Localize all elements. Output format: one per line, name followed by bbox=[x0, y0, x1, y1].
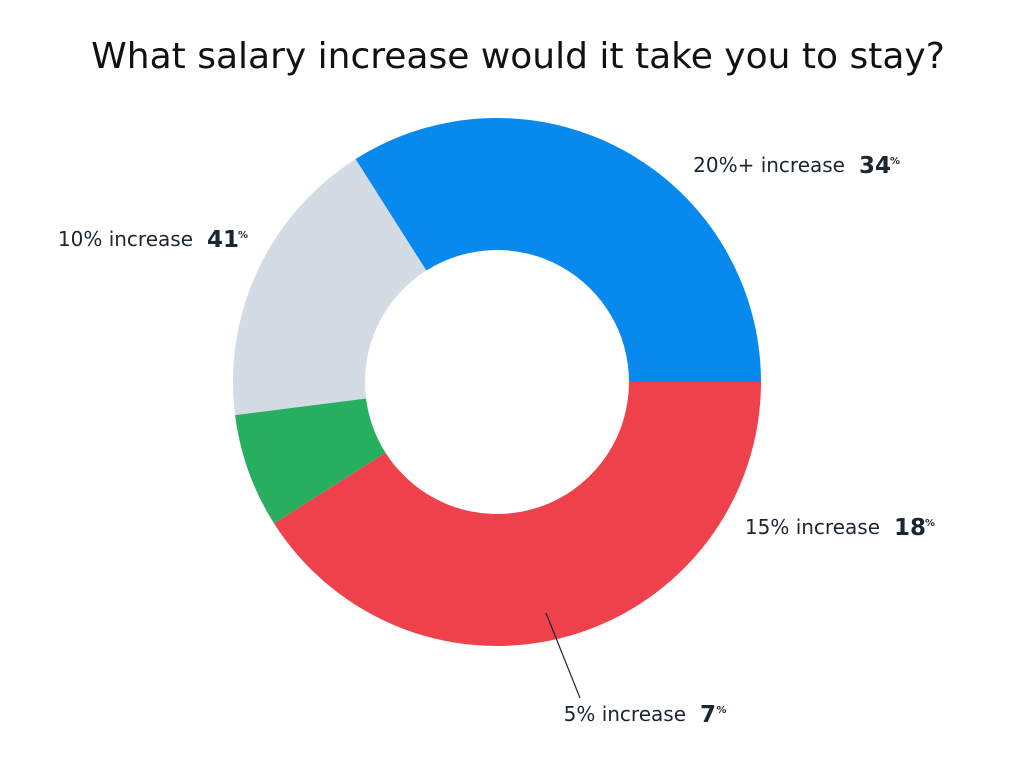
slice-label-10-increase: 10% increase bbox=[58, 227, 193, 251]
slice-10-increase bbox=[274, 382, 761, 646]
slice-unit-20-increase: % bbox=[890, 156, 900, 167]
slice-unit-10-increase: % bbox=[238, 230, 248, 241]
slice-unit-5-increase: % bbox=[717, 705, 727, 716]
leader-line-5-increase bbox=[545, 612, 581, 699]
slice-labels: 20%+ increase 34% 15% increase 18% 5% increa… bbox=[58, 153, 935, 728]
slice-value-20-increase: 34 bbox=[859, 153, 891, 179]
slice-value-10-increase: 41 bbox=[207, 227, 239, 253]
slice-5-increase bbox=[235, 398, 386, 524]
slice-20-increase bbox=[355, 118, 761, 383]
slice-value-15-increase: 18 bbox=[894, 515, 926, 541]
chart-title: What salary increase would it take you t… bbox=[91, 36, 945, 77]
slice-15-increase bbox=[233, 159, 427, 416]
slice-label-15-increase: 15% increase bbox=[745, 515, 880, 539]
slice-label-5-increase: 5% increase bbox=[564, 702, 686, 726]
slice-label-20-increase: 20%+ increase bbox=[693, 153, 845, 177]
slice-value-5-increase: 7 bbox=[700, 702, 716, 728]
donut-slices bbox=[233, 118, 761, 646]
slice-unit-15-increase: % bbox=[925, 518, 935, 529]
